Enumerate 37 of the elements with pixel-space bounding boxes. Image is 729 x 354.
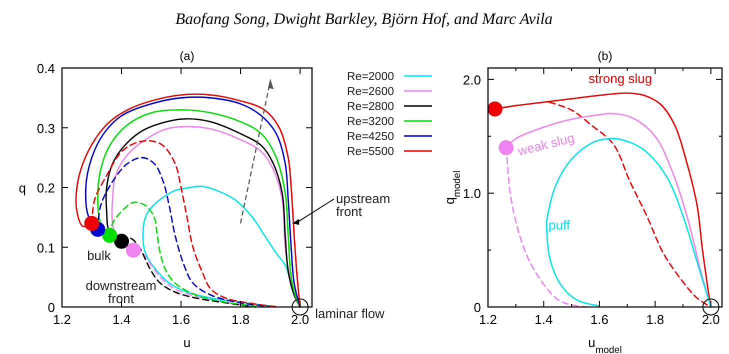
annotation: bulk — [87, 248, 112, 263]
x-tick-label: 1.4 — [534, 312, 553, 327]
legend-label: Re=2600 — [347, 86, 394, 98]
legend-label: Re=4250 — [347, 131, 394, 143]
y-tick-label: 0.4 — [36, 61, 55, 76]
x-tick-label: 1.4 — [112, 312, 131, 327]
text: Baofang Song, Dwight Barkley, Björn Hof, and Marc Avila — [175, 11, 553, 28]
x-tick-label: 1.2 — [52, 312, 72, 327]
x-tick-label: 1.8 — [646, 312, 664, 327]
y-tick-label: 0.1 — [36, 240, 55, 256]
y-tick-label: 0.3 — [36, 120, 55, 136]
legend-label: Re=5500 — [347, 146, 394, 158]
x-axis-title: u — [183, 335, 191, 350]
annotation: downstream front — [86, 278, 156, 306]
y-tick-label: 2.0 — [462, 72, 481, 88]
annotation: upstream front — [336, 191, 390, 219]
x-tick-label: 1.6 — [172, 312, 190, 327]
x-tick-label: 2.0 — [291, 312, 310, 327]
x-tick-label: 1.8 — [232, 312, 250, 327]
legend-label: Re=2000 — [347, 71, 394, 83]
chart-title: (b) — [598, 49, 612, 63]
legend-label: Re=3200 — [347, 116, 394, 128]
text: weak slug — [515, 130, 576, 159]
x-tick-label: 1.6 — [590, 312, 608, 327]
x-axis-title: u$_{model}$ — [588, 335, 622, 354]
series-label: strong slug — [588, 71, 652, 86]
chart-title: (a) — [180, 49, 194, 63]
y-tick-label: 0 — [48, 300, 55, 315]
y-axis-title: q — [18, 180, 26, 196]
annotation: laminar flow — [315, 306, 386, 321]
series-label: puff — [548, 218, 570, 233]
y-tick-label: 0.2 — [36, 180, 55, 196]
x-tick-label: 2.0 — [702, 312, 720, 327]
legend-label: Re=2800 — [347, 101, 394, 113]
y-tick-label: 0 — [474, 300, 481, 315]
x-tick-label: 1.2 — [478, 312, 498, 327]
y-tick-label: 1.0 — [462, 186, 481, 202]
